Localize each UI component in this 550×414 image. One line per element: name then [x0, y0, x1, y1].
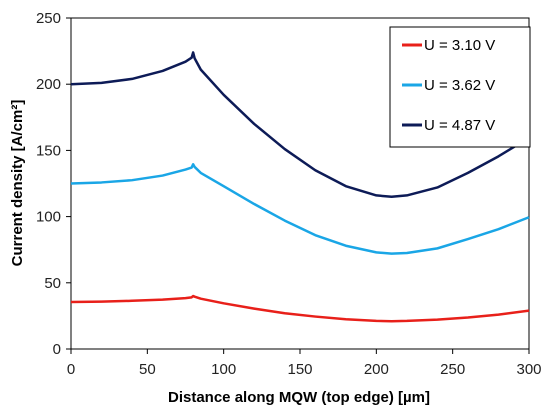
y-tick-label: 200: [36, 76, 61, 93]
series-layer: [70, 51, 530, 323]
y-axis-ticks: 0 50 100 150 200 250: [36, 10, 71, 358]
x-tick-label: 0: [67, 361, 75, 378]
y-tick-label: 0: [53, 341, 61, 358]
y-tick-label: 50: [44, 275, 61, 292]
y-tick-label: 100: [36, 209, 61, 226]
x-tick-label: 150: [287, 361, 312, 378]
series-line-3: [70, 51, 530, 198]
x-tick-label: 300: [516, 361, 541, 378]
y-tick-label: 250: [36, 10, 61, 27]
legend-box: [389, 26, 531, 148]
legend-label: U = 4.87 V: [424, 117, 495, 134]
x-tick-label: 200: [364, 361, 389, 378]
y-tick-label: 150: [36, 142, 61, 159]
legend-label: U = 3.10 V: [424, 37, 495, 54]
x-tick-label: 50: [139, 361, 156, 378]
legend: U = 3.10 V U = 3.62 V U = 4.87 V: [389, 26, 531, 148]
series-line-1: [70, 294, 530, 323]
x-tick-label: 100: [211, 361, 236, 378]
legend-label: U = 3.62 V: [424, 77, 495, 94]
y-axis-label: Current density [A/cm²]: [9, 100, 26, 267]
x-tick-label: 250: [440, 361, 465, 378]
x-axis-label: Distance along MQW (top edge) [µm]: [168, 389, 430, 406]
series-line-2: [70, 163, 530, 255]
x-axis-ticks: 0 50 100 150 200 250 300: [67, 349, 542, 378]
